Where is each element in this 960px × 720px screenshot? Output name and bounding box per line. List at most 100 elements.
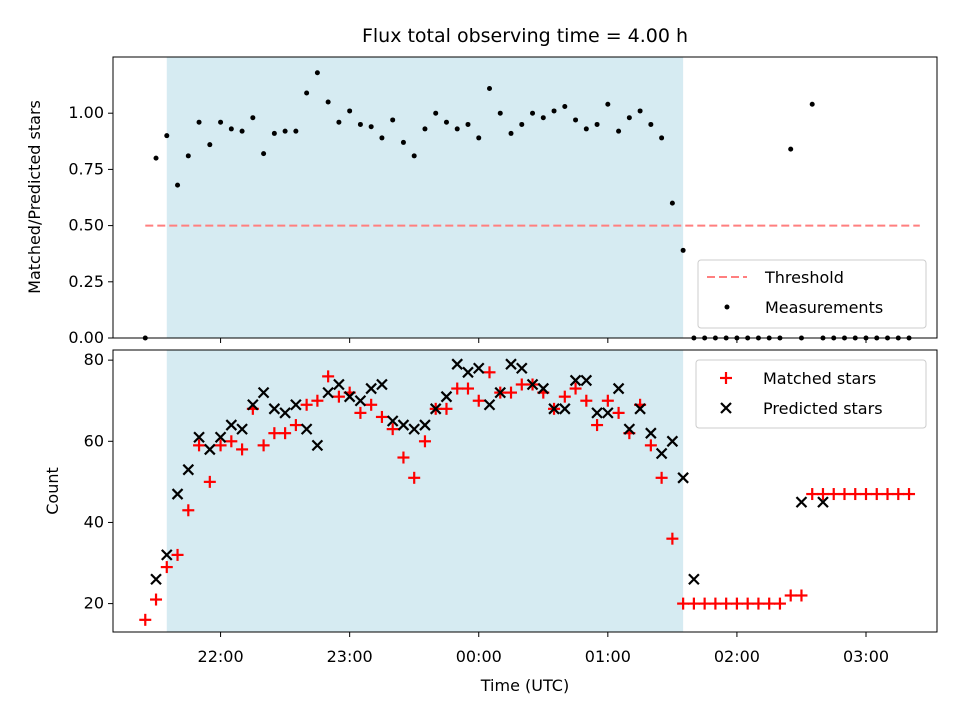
legend-matched-swatch (720, 372, 732, 384)
measurement-point (669, 200, 675, 206)
matched-star-point (322, 370, 335, 383)
predicted-cross-b (677, 472, 689, 484)
predicted-star-point (666, 435, 679, 448)
top-y-tick-label: 0.50 (68, 216, 104, 235)
measurement-point (487, 85, 493, 91)
bottom-y-tick-label: 40 (84, 512, 104, 531)
predicted-star-point (193, 431, 205, 444)
matched-star-point (709, 597, 722, 610)
measurement-point (443, 119, 449, 125)
matched-star-point (515, 378, 528, 391)
top-observing-window (166, 57, 684, 338)
predicted-star-point (182, 463, 195, 476)
predicted-star-point (386, 415, 399, 427)
predicted-cross-b (193, 431, 205, 444)
predicted-cross-b (505, 358, 517, 370)
predicted-star-point (462, 366, 474, 379)
measurement-point (185, 153, 191, 159)
measurement-point (390, 117, 396, 123)
matched-star-point (816, 488, 829, 501)
predicted-star-point (795, 496, 808, 508)
predicted-cross-b (537, 382, 550, 395)
legend-matched-label: Matched stars (763, 369, 876, 388)
predicted-cross-b (333, 378, 345, 391)
predicted-cross-b (688, 573, 700, 586)
predicted-star-point (440, 390, 453, 403)
matched-star-point (375, 410, 388, 423)
top-plot-frame (112, 56, 938, 339)
predicted-star-point (343, 390, 356, 403)
matched-star-point (214, 439, 227, 452)
matched-star-point (160, 561, 173, 574)
predicted-star-point (171, 488, 184, 500)
predicted-star-point (408, 423, 420, 435)
measurement-point (530, 110, 536, 116)
predicted-cross-b (343, 390, 356, 403)
matched-star-point (386, 423, 399, 436)
predicted-star-point (247, 398, 259, 411)
predicted-cross-b (602, 407, 614, 419)
predicted-star-point (354, 394, 367, 407)
measurement-point (379, 135, 385, 141)
predicted-cross-b (257, 386, 270, 399)
matched-star-point (408, 471, 421, 484)
count-points (139, 358, 916, 626)
measurement-point (336, 119, 342, 125)
predicted-star-point (677, 472, 689, 484)
measurement-point (605, 101, 611, 107)
measurement-point (562, 103, 568, 109)
measurement-point (347, 108, 353, 114)
predicted-cross-b (397, 419, 410, 431)
matched-star-point (440, 402, 453, 415)
predicted-cross-b (161, 549, 173, 561)
matched-star-point (644, 439, 657, 452)
measurement-point (594, 121, 600, 127)
predicted-cross-b (279, 407, 291, 419)
matched-star-point (784, 589, 797, 602)
measurement-point (153, 155, 159, 161)
predicted-star-point (548, 403, 560, 415)
predicted-star-point (569, 374, 582, 387)
chart-title: Flux total observing time = 4.00 h (362, 25, 688, 47)
predicted-cross-b (365, 382, 377, 395)
matched-star-point (892, 488, 905, 501)
matched-star-point (171, 548, 184, 561)
measurement-point (476, 135, 482, 141)
top-y-tick-label: 0.75 (68, 159, 104, 178)
predicted-cross-b (559, 403, 571, 415)
matched-star-point (730, 597, 743, 610)
bottom-y-axis-label: Count (43, 467, 62, 515)
measurement-point (659, 135, 665, 141)
predicted-cross-b (634, 403, 646, 415)
bottom-y-tick-label: 80 (84, 350, 104, 369)
matched-star-point (150, 593, 163, 606)
measurement-point (282, 128, 288, 134)
matched-star-point (451, 382, 464, 395)
predicted-star-point (397, 419, 410, 431)
measurement-point (261, 151, 267, 157)
legend-predicted-label: Predicted stars (763, 399, 883, 418)
predicted-star-point (322, 386, 334, 399)
matched-star-point (225, 435, 238, 448)
measurement-point (465, 121, 471, 127)
predicted-cross-b (247, 398, 259, 411)
predicted-star-point (279, 407, 291, 419)
matched-star-point (461, 382, 474, 395)
top-y-axis-label: Matched/Predicted stars (25, 100, 44, 294)
predicted-cross-b (236, 423, 248, 435)
bottom-x-tick-label: 02:00 (714, 647, 760, 666)
matched-star-point (677, 597, 690, 610)
predicted-cross-b (526, 378, 539, 391)
measurement-point (551, 108, 557, 114)
predicted-cross-b (645, 427, 657, 439)
measurement-point (540, 115, 546, 121)
legend-predicted-swatch (720, 402, 732, 414)
predicted-star-point (494, 386, 507, 399)
predicted-cross-b (451, 358, 464, 370)
measurement-point (433, 110, 439, 116)
measurement-point (497, 110, 503, 116)
predicted-cross-b (494, 386, 507, 399)
measurement-point (196, 119, 202, 125)
matched-star-point (838, 488, 851, 501)
matched-star-point (741, 597, 754, 610)
